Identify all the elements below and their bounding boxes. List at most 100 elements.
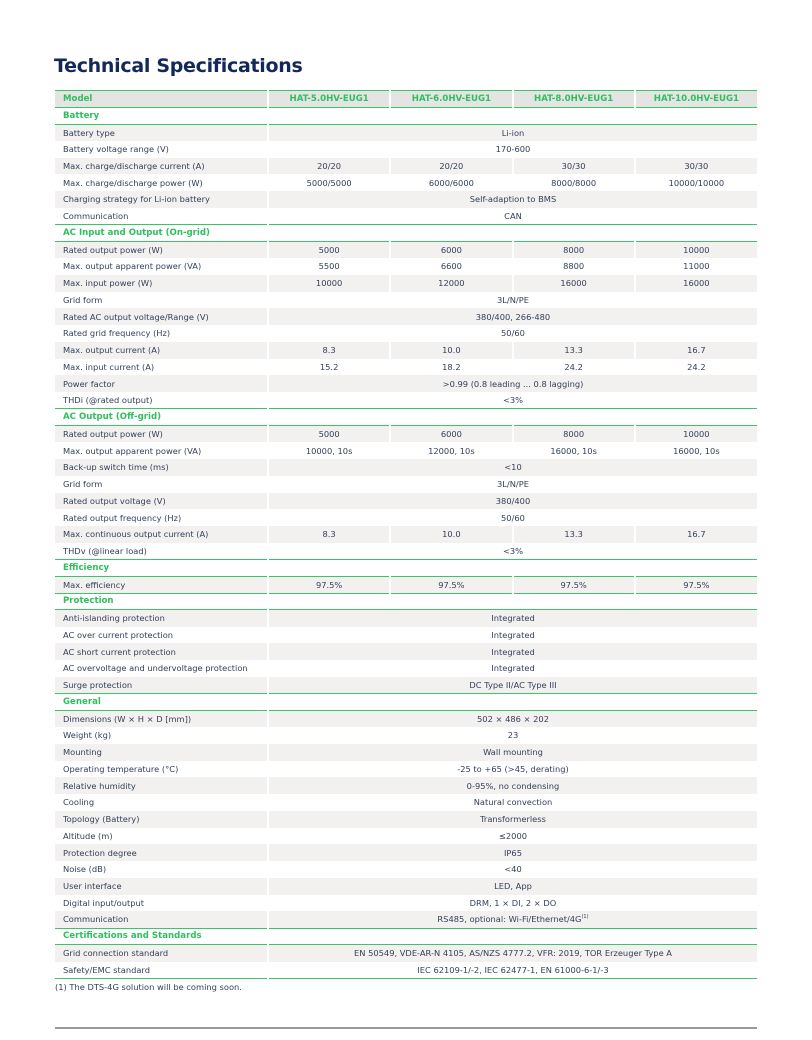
- value-text: LED, App: [494, 881, 532, 892]
- row-value: 11000: [633, 258, 757, 275]
- row-value: 10.0: [389, 341, 513, 359]
- table-row: Relative humidity 0-95%, no condensing: [55, 777, 757, 794]
- table-row: Surge protection DC Type II/AC Type III: [55, 676, 757, 694]
- row-label: Grid connection standard: [55, 944, 268, 962]
- value-text: RS485, optional: Wi-Fi/Ethernet/4G: [437, 914, 582, 925]
- row-value: 8000: [511, 241, 635, 258]
- value-text: Transformerless: [480, 814, 546, 825]
- table-row: Safety/EMC standard IEC 62109-1/-2, IEC 6…: [55, 961, 757, 979]
- row-value: IP65: [267, 844, 757, 861]
- row-label: Rated output power (W): [55, 425, 268, 443]
- row-value: Integrated: [267, 609, 757, 627]
- table-row: Mounting Wall mounting: [55, 743, 757, 761]
- table-row: Cooling Natural convection: [55, 794, 757, 811]
- table-row: Communication CAN: [55, 207, 757, 225]
- value-text: Li-ion: [501, 127, 525, 138]
- row-label: Communication: [55, 911, 268, 928]
- row-value: <3%: [267, 392, 757, 409]
- row-value: Integrated: [267, 660, 757, 677]
- table-row: THDi (@rated output) <3%: [55, 392, 757, 409]
- value-text: -25 to +65 (>45, derating): [457, 763, 569, 774]
- table-row: THDv (@linear load) <3%: [55, 542, 757, 560]
- row-label: Back-up switch time (ms): [55, 459, 268, 476]
- value-text: 0-95%, no condensing: [466, 780, 560, 791]
- row-value: 16000, 10s: [511, 442, 635, 459]
- value-text: 170-600: [495, 144, 531, 155]
- table-row: Max. charge/discharge current (A) 20/20 20…: [55, 157, 757, 175]
- row-label: Max. continuous output current (A): [55, 526, 268, 543]
- row-label: Max. output apparent power (VA): [63, 261, 202, 272]
- table-row: Grid connection standard EN 50549, VDE-AR…: [55, 944, 757, 962]
- table-row: AC short current protection Integrated: [55, 643, 757, 660]
- value-text: Integrated: [491, 663, 535, 674]
- row-value: 502 × 486 × 202: [267, 710, 757, 727]
- row-value: -25 to +65 (>45, derating): [267, 760, 757, 778]
- row-value: 5000: [266, 241, 391, 258]
- footnote-ref: (1): [581, 914, 589, 921]
- value-text: 50/60: [501, 328, 525, 339]
- row-label: Safety/EMC standard: [55, 961, 268, 979]
- row-value: 97.5%: [633, 576, 757, 593]
- row-value: 10.0: [389, 526, 513, 543]
- value-text: DRM, 1 × DI, 2 × DO: [469, 897, 557, 908]
- row-value: 8800: [511, 258, 635, 275]
- row-value: 6000: [389, 241, 513, 258]
- value-text: IEC 62109-1/-2, IEC 62477-1, EN 61000-6-…: [417, 964, 609, 975]
- row-label: Charging strategy for Li-ion battery: [55, 191, 268, 208]
- section-title: Battery: [55, 106, 757, 125]
- row-value: Wall mounting: [267, 743, 757, 761]
- row-value: Integrated: [267, 643, 757, 660]
- row-label: Max. output apparent power (VA): [63, 445, 202, 456]
- section-title: Efficiency: [55, 559, 757, 577]
- value-text: 3L/N/PE: [497, 479, 529, 490]
- row-value: Integrated: [267, 626, 757, 644]
- row-value: 13.3: [511, 526, 635, 543]
- table-row: Rated output power (W) 5000 6000 8000 10000: [55, 241, 757, 258]
- row-label: Operating temperature (°C): [63, 763, 179, 774]
- row-label: Rated output voltage (V): [55, 492, 268, 510]
- row-value: CAN: [267, 207, 757, 225]
- row-value: 50/60: [267, 325, 757, 342]
- header-cell: Model: [55, 90, 268, 108]
- row-label: Max. charge/discharge current (A): [55, 157, 268, 175]
- section-title: AC Input and Output (On-grid): [55, 224, 757, 242]
- row-value: 16.7: [633, 526, 757, 543]
- table-row: AC over current protection Integrated: [55, 626, 757, 644]
- value-text: IP65: [503, 847, 522, 858]
- table-row: Weight (kg) 23: [55, 727, 757, 744]
- row-value: 10000/10000: [633, 174, 757, 191]
- row-value: 30/30: [511, 157, 635, 175]
- row-value: 50/60: [267, 509, 757, 526]
- table-row: Grid form 3L/N/PE: [55, 291, 757, 309]
- row-value: Natural convection: [267, 794, 757, 811]
- row-value: 170-600: [267, 140, 757, 158]
- row-value: ≤2000: [267, 827, 757, 845]
- row-value: 97.5%: [511, 576, 635, 593]
- row-label: AC short current protection: [55, 643, 268, 660]
- value-text: CAN: [504, 210, 522, 221]
- table-row: Rated AC output voltage/Range (V) 380/400…: [55, 308, 757, 325]
- row-value: 12000: [389, 274, 513, 292]
- row-value: 3L/N/PE: [267, 291, 757, 309]
- row-value: 20/20: [266, 157, 391, 175]
- table-row: Back-up switch time (ms) <10: [55, 459, 757, 476]
- row-label: Max. efficiency: [55, 576, 268, 593]
- footnote: (1) The DTS-4G solution will be coming s…: [55, 982, 242, 992]
- row-value: 10000: [266, 274, 391, 292]
- row-label: Surge protection: [55, 676, 268, 694]
- section-header: Battery: [55, 106, 757, 125]
- section-header: AC Output (Off-grid): [55, 408, 757, 426]
- row-value: <10: [267, 459, 757, 476]
- row-label: Rated AC output voltage/Range (V): [55, 308, 268, 325]
- row-value: 3L/N/PE: [267, 475, 757, 493]
- row-value: DRM, 1 × DI, 2 × DO: [267, 894, 757, 912]
- table-row: AC overvoltage and undervoltage protecti…: [55, 660, 757, 677]
- row-value: Transformerless: [267, 810, 757, 828]
- value-text: <3%: [502, 545, 524, 556]
- row-label: Max. charge/discharge power (W): [63, 177, 203, 188]
- value-text: <3%: [502, 395, 524, 406]
- value-text: Integrated: [491, 629, 535, 640]
- row-label: Topology (Battery): [55, 810, 268, 828]
- row-value: DC Type II/AC Type III: [267, 676, 757, 694]
- table-row: Power factor >0.99 (0.8 leading ... 0.8 l…: [55, 375, 757, 392]
